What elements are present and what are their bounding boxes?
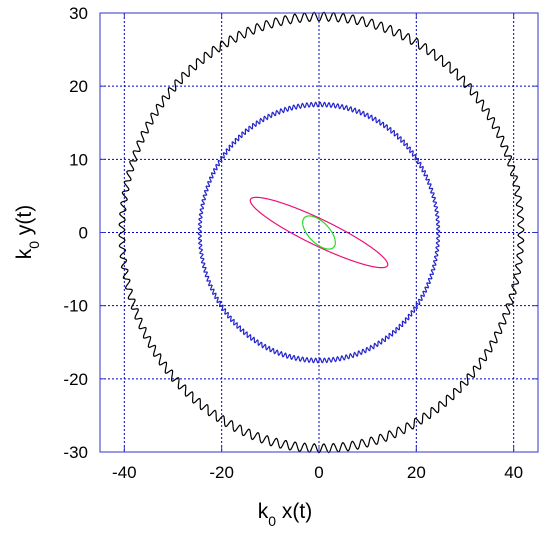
series-line-2 [197, 101, 441, 364]
x-tick-label: 0 [314, 463, 323, 482]
x-axis-label-main: k [258, 500, 269, 523]
grid [100, 12, 538, 453]
y-tick-label: 20 [69, 77, 88, 96]
y-tick-label: -20 [63, 370, 88, 389]
x-axis-label-rest: x(t) [276, 500, 312, 523]
x-axis-label: k0 x(t) [258, 500, 312, 529]
y-axis-label: k0 y(t) [13, 205, 42, 259]
series-group [118, 11, 525, 454]
y-tick-label: 10 [69, 150, 88, 169]
y-tick-label: 0 [79, 224, 88, 243]
y-tick-label: -30 [63, 443, 88, 462]
series-line-1 [118, 11, 525, 454]
series-line-3 [249, 196, 389, 269]
x-tick-label: -20 [209, 463, 234, 482]
x-tick-label: 20 [407, 463, 426, 482]
x-tick-label: -40 [112, 463, 137, 482]
x-tick-labels: -40 -20 0 20 40 [112, 463, 523, 482]
series-line-4 [302, 215, 336, 250]
x-axis-label-sub: 0 [268, 513, 276, 529]
y-tick-label: 30 [69, 4, 88, 23]
y-tick-labels: -30 -20 -10 0 10 20 30 [63, 4, 88, 462]
ticks [100, 12, 538, 453]
y-axis-label-main: k [13, 248, 36, 259]
y-tick-label: -10 [63, 297, 88, 316]
x-tick-label: 40 [504, 463, 523, 482]
y-axis-label-sub: 0 [26, 241, 42, 249]
y-axis-label-rest: y(t) [13, 205, 36, 241]
